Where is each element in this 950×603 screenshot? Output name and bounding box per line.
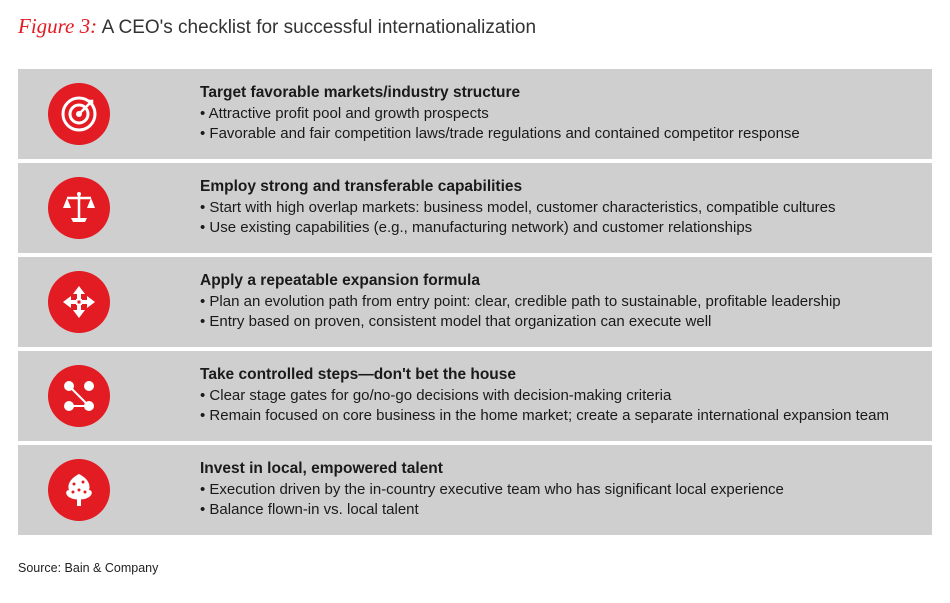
bullet-text: Balance flown-in vs. local talent: [209, 501, 418, 518]
row-text: Employ strong and transferable capabilit…: [200, 178, 912, 239]
figure-label: Figure 3:: [18, 14, 97, 38]
row-bullet: • Start with high overlap markets: busin…: [200, 198, 912, 218]
bullet-text: Start with high overlap markets: busines…: [209, 199, 835, 216]
row-title: Apply a repeatable expansion formula: [200, 272, 912, 290]
row-bullet: • Favorable and fair competition laws/tr…: [200, 124, 912, 144]
row-bullet: • Clear stage gates for go/no-go decisio…: [200, 386, 912, 406]
source-attribution: Source: Bain & Company: [18, 561, 932, 575]
row-title: Invest in local, empowered talent: [200, 460, 912, 478]
bullet-text: Use existing capabilities (e.g., manufac…: [209, 219, 752, 236]
row-bullet: • Execution driven by the in-country exe…: [200, 480, 912, 500]
row-bullet: • Attractive profit pool and growth pros…: [200, 104, 912, 124]
bullet-text: Plan an evolution path from entry point:…: [209, 293, 840, 310]
row-text: Invest in local, empowered talent • Exec…: [200, 460, 912, 521]
row-bullet: • Use existing capabilities (e.g., manuf…: [200, 218, 912, 238]
row-text: Take controlled steps—don't bet the hous…: [200, 366, 912, 427]
bullet-text: Remain focused on core business in the h…: [209, 407, 889, 424]
figure-title: A CEO's checklist for successful interna…: [102, 17, 537, 38]
expand-arrows-icon: [48, 271, 110, 333]
checklist-row: Invest in local, empowered talent • Exec…: [18, 445, 932, 535]
bullet-text: Favorable and fair competition laws/trad…: [209, 125, 799, 142]
figure-heading: Figure 3: A CEO's checklist for successf…: [18, 14, 932, 39]
row-bullet: • Entry based on proven, consistent mode…: [200, 312, 912, 332]
row-text: Target favorable markets/industry struct…: [200, 84, 912, 145]
row-bullet: • Balance flown-in vs. local talent: [200, 500, 912, 520]
target-icon: [48, 83, 110, 145]
checklist-row: Employ strong and transferable capabilit…: [18, 163, 932, 253]
checklist-rows: Target favorable markets/industry struct…: [18, 69, 932, 535]
row-title: Employ strong and transferable capabilit…: [200, 178, 912, 196]
bullet-text: Entry based on proven, consistent model …: [209, 313, 711, 330]
row-bullet: • Remain focused on core business in the…: [200, 406, 912, 426]
steps-path-icon: [48, 365, 110, 427]
checklist-row: Take controlled steps—don't bet the hous…: [18, 351, 932, 441]
scales-icon: [48, 177, 110, 239]
checklist-row: Target favorable markets/industry struct…: [18, 69, 932, 159]
row-title: Take controlled steps—don't bet the hous…: [200, 366, 912, 384]
tree-icon: [48, 459, 110, 521]
row-title: Target favorable markets/industry struct…: [200, 84, 912, 102]
checklist-row: Apply a repeatable expansion formula • P…: [18, 257, 932, 347]
row-bullet: • Plan an evolution path from entry poin…: [200, 292, 912, 312]
row-text: Apply a repeatable expansion formula • P…: [200, 272, 912, 333]
bullet-text: Attractive profit pool and growth prospe…: [209, 105, 489, 122]
bullet-text: Clear stage gates for go/no-go decisions…: [209, 387, 671, 404]
bullet-text: Execution driven by the in-country execu…: [209, 481, 783, 498]
